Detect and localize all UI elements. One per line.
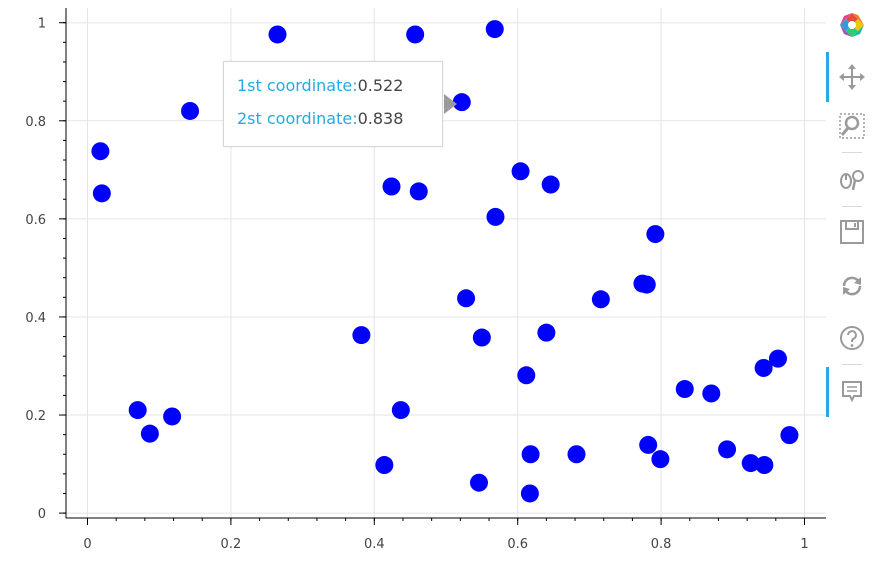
x-tick-label: 1 bbox=[800, 537, 808, 552]
pan-icon[interactable] bbox=[836, 61, 868, 93]
box-zoom-icon[interactable] bbox=[836, 110, 868, 142]
wheel-zoom-icon[interactable] bbox=[836, 164, 868, 196]
data-point bbox=[91, 142, 110, 161]
data-point bbox=[651, 450, 670, 469]
data-point bbox=[741, 454, 760, 473]
tooltip-pointer bbox=[444, 94, 457, 114]
axes: 0 0.2 0.4 0.6 0.8 1 0 0.2 0.4 0.6 0.8 1 bbox=[25, 8, 826, 552]
data-point bbox=[675, 380, 694, 399]
hover-icon[interactable] bbox=[836, 375, 868, 407]
data-point bbox=[702, 384, 721, 403]
data-point bbox=[163, 407, 182, 426]
tooltip-y-value: 0.838 bbox=[357, 109, 404, 128]
data-point bbox=[780, 426, 799, 445]
y-tick-label: 0.2 bbox=[25, 409, 46, 424]
data-point bbox=[268, 25, 287, 44]
data-point bbox=[452, 93, 471, 112]
y-tick-label: 0.6 bbox=[25, 213, 46, 228]
data-point bbox=[472, 328, 491, 347]
y-tick-label: 0 bbox=[38, 507, 46, 522]
data-point bbox=[409, 182, 428, 201]
x-tick-label: 0.2 bbox=[221, 537, 242, 552]
data-point bbox=[768, 349, 787, 368]
data-point bbox=[382, 177, 401, 196]
data-point bbox=[128, 401, 147, 420]
tooltip-row-x: 1st coordinate:0.522 bbox=[237, 76, 403, 96]
active-tool-indicator bbox=[826, 52, 829, 102]
help-icon[interactable] bbox=[836, 322, 868, 354]
data-point bbox=[375, 456, 394, 475]
data-point bbox=[541, 175, 560, 194]
data-point bbox=[517, 366, 536, 385]
x-tick-label: 0.6 bbox=[507, 537, 528, 552]
toolbar-separator bbox=[842, 206, 862, 207]
data-point bbox=[469, 473, 488, 492]
data-point bbox=[140, 424, 159, 443]
data-point bbox=[457, 289, 476, 308]
data-points bbox=[91, 20, 799, 503]
data-point bbox=[486, 207, 505, 226]
data-point bbox=[511, 162, 530, 181]
plot-area bbox=[66, 8, 826, 518]
scatter-plot[interactable]: 0 0.2 0.4 0.6 0.8 1 0 0.2 0.4 0.6 0.8 1 bbox=[0, 0, 826, 574]
toolbar-separator bbox=[842, 364, 862, 365]
data-point bbox=[718, 440, 737, 459]
x-tick-label: 0.4 bbox=[364, 537, 385, 552]
data-point bbox=[406, 25, 425, 44]
reset-icon[interactable] bbox=[836, 270, 868, 302]
active-tool-indicator bbox=[826, 367, 829, 417]
x-tick-label: 0 bbox=[83, 537, 91, 552]
data-point bbox=[520, 484, 539, 503]
y-tick-label: 0.8 bbox=[25, 115, 46, 130]
data-point bbox=[537, 323, 556, 342]
data-point bbox=[352, 326, 371, 345]
tooltip-y-label: 2st coordinate: bbox=[237, 109, 358, 128]
data-point bbox=[485, 20, 504, 39]
y-tick-label: 0.4 bbox=[25, 311, 46, 326]
data-point bbox=[754, 358, 773, 377]
tooltip-row-y: 2st coordinate:0.838 bbox=[237, 109, 403, 129]
data-point bbox=[567, 445, 586, 464]
data-point bbox=[391, 401, 410, 420]
hover-tooltip: 1st coordinate:0.522 2st coordinate:0.83… bbox=[223, 61, 443, 147]
tooltip-x-label: 1st coordinate: bbox=[237, 76, 358, 95]
x-tick-label: 0.8 bbox=[651, 537, 672, 552]
bokeh-logo-icon[interactable] bbox=[836, 10, 868, 42]
plot-toolbar bbox=[826, 0, 886, 574]
data-point bbox=[646, 225, 665, 244]
data-point bbox=[637, 275, 656, 294]
data-point bbox=[92, 184, 111, 203]
toolbar-separator bbox=[842, 152, 862, 153]
y-tick-label: 1 bbox=[38, 17, 46, 32]
data-point bbox=[755, 456, 774, 475]
data-point bbox=[639, 435, 658, 454]
data-point bbox=[591, 290, 610, 309]
data-point bbox=[181, 101, 200, 120]
data-point bbox=[521, 445, 540, 464]
save-icon[interactable] bbox=[836, 216, 868, 248]
tooltip-x-value: 0.522 bbox=[357, 76, 404, 95]
